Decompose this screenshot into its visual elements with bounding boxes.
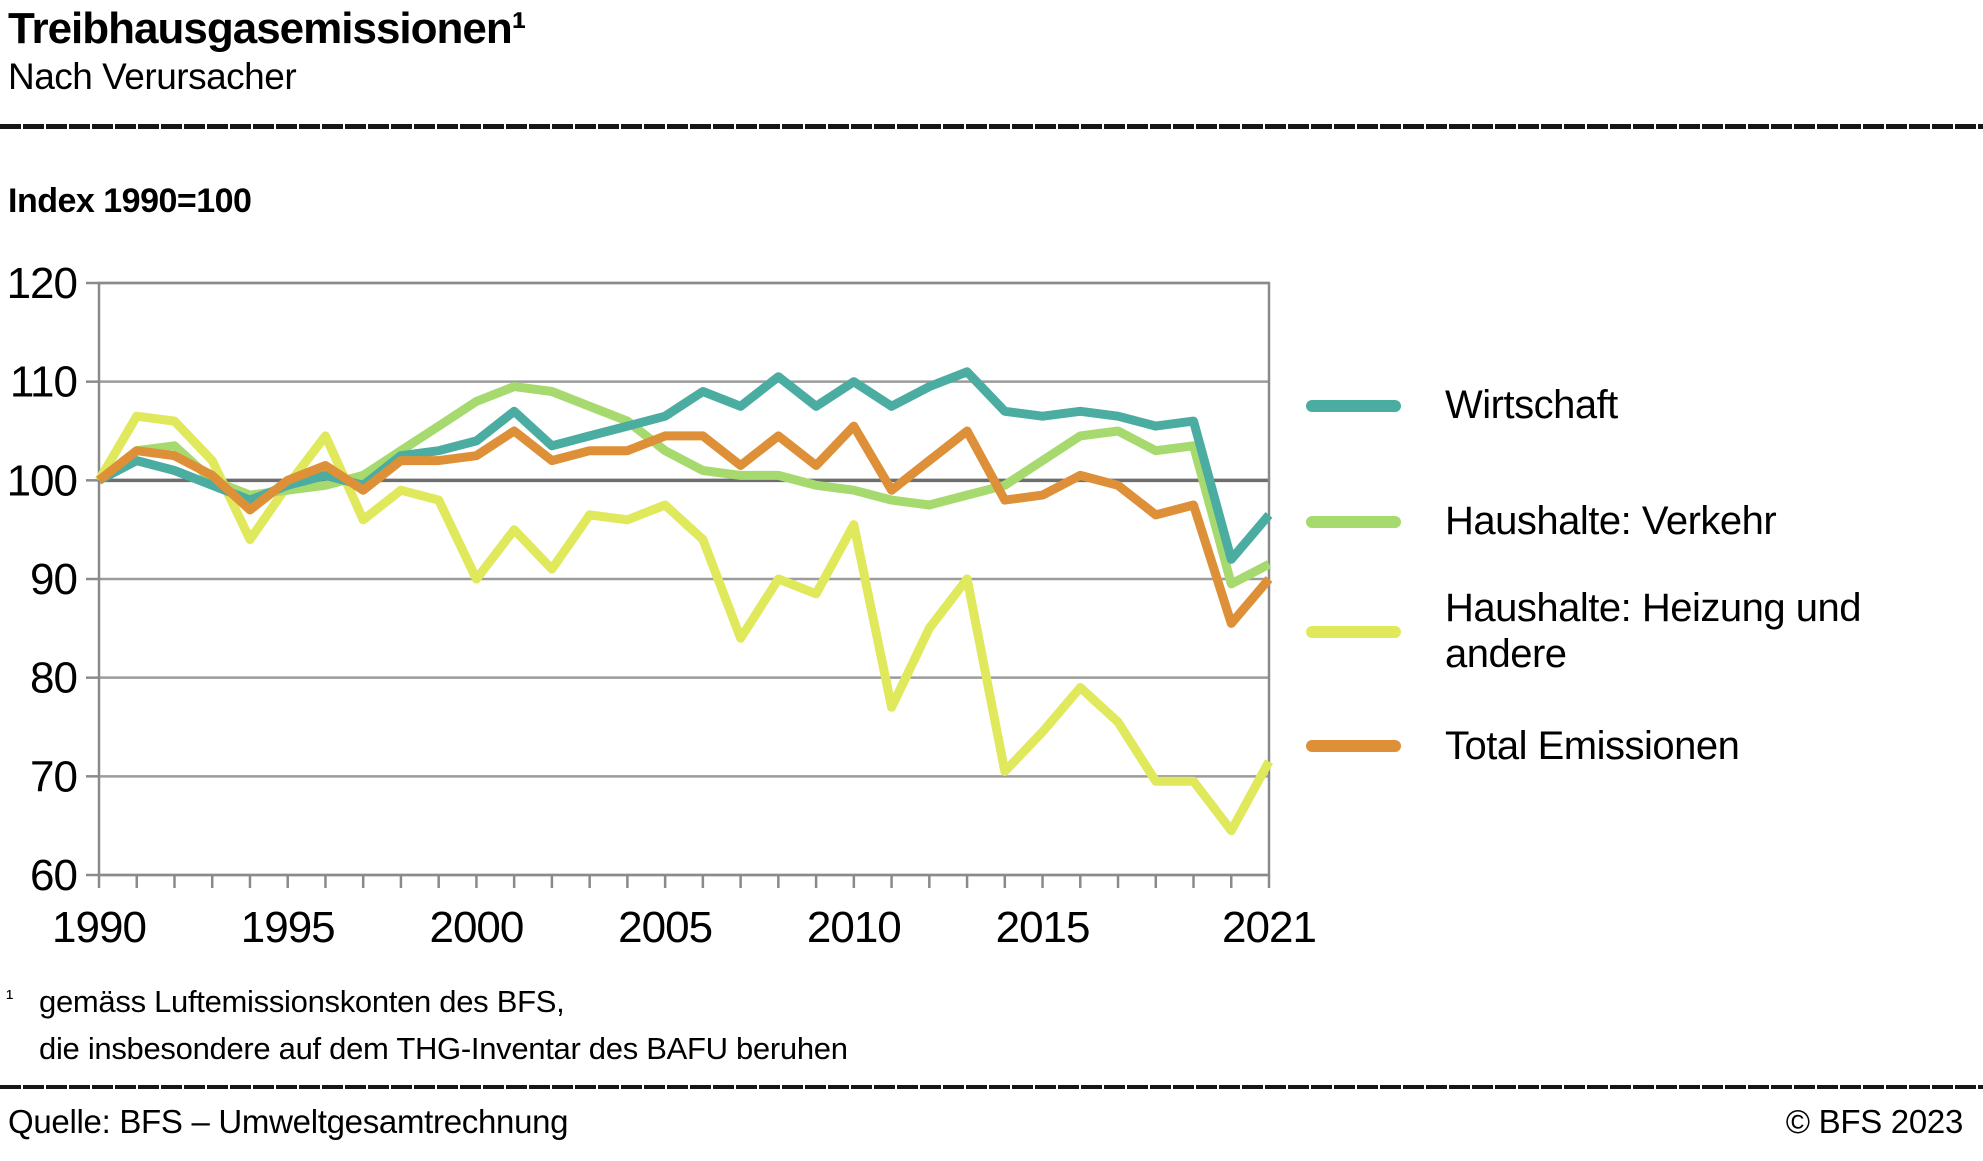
x-axis-tick-label: 2000	[429, 903, 523, 952]
legend-item-wirtschaft: Wirtschaft	[1306, 383, 1926, 428]
total-emissionen-line-swatch	[1306, 740, 1401, 753]
y-axis-tick-label: 80	[30, 654, 77, 703]
legend-label: Total Emissionen	[1445, 723, 1740, 768]
footnote-line-1: gemäss Luftemissionskonten des BFS,	[39, 984, 565, 1019]
y-axis-tick-label: 60	[30, 851, 77, 900]
x-axis-tick-label: 1990	[52, 903, 146, 952]
x-axis-tick-label: 1995	[241, 903, 335, 952]
footer: Quelle: BFS – Umweltgesamtrechnung © BFS…	[8, 1103, 1963, 1141]
header-divider	[0, 124, 1983, 129]
footnote-text: gemäss Luftemissionskonten des BFS, die …	[39, 978, 848, 1072]
legend-label: Haushalte: Heizung und andere	[1445, 586, 1861, 676]
legend-item-haushalte-heizung: Haushalte: Heizung und andere	[1306, 586, 1926, 676]
chart-legend: Wirtschaft Haushalte: Verkehr Haushalte:…	[1306, 377, 1926, 769]
x-axis-tick-label: 2021	[1222, 903, 1316, 952]
y-axis-unit-label: Index 1990=100	[8, 182, 252, 220]
legend-label: Wirtschaft	[1445, 383, 1618, 427]
y-axis-tick-label: 120	[7, 259, 77, 308]
series-line-haushalte-verkehr	[96, 382, 1272, 589]
x-axis-tick-label: 2005	[618, 903, 712, 952]
x-axis-tick-label: 2010	[807, 903, 901, 952]
line-chart: 60 70 80 90 100 110 120 1990 1995 2000 2005 2010 201…	[7, 259, 1317, 952]
y-axis-tick-label: 70	[30, 752, 77, 801]
footnote: ¹ gemäss Luftemissionskonten des BFS, di…	[6, 978, 848, 1072]
footnote-line-2: die insbesondere auf dem THG-Inventar de…	[39, 1031, 848, 1066]
footnote-marker: ¹	[6, 985, 14, 1010]
x-axis-tick-label: 2015	[996, 903, 1090, 952]
haushalte-verkehr-line-swatch	[1306, 515, 1401, 528]
source-label: Quelle: BFS – Umweltgesamtrechnung	[8, 1103, 569, 1140]
haushalte-heizung-line-swatch	[1306, 625, 1401, 638]
y-axis-tick-label: 90	[30, 555, 77, 604]
y-axis-tick-label: 100	[7, 456, 77, 505]
series-line-wirtschaft	[96, 367, 1273, 564]
legend-item-total-emissionen: Total Emissionen	[1306, 724, 1926, 769]
series-line-total-emissionen	[96, 421, 1273, 628]
footer-divider	[0, 1085, 1983, 1089]
wirtschaft-line-swatch	[1306, 399, 1401, 412]
page-title: Treibhausgasemissionen¹	[8, 4, 526, 53]
legend-item-haushalte-verkehr: Haushalte: Verkehr	[1306, 499, 1926, 544]
legend-label: Haushalte: Verkehr	[1445, 499, 1777, 544]
y-axis-tick-label: 110	[10, 358, 77, 407]
copyright-label: © BFS 2023	[1785, 1103, 1964, 1140]
page-subtitle: Nach Verursacher	[8, 56, 297, 97]
